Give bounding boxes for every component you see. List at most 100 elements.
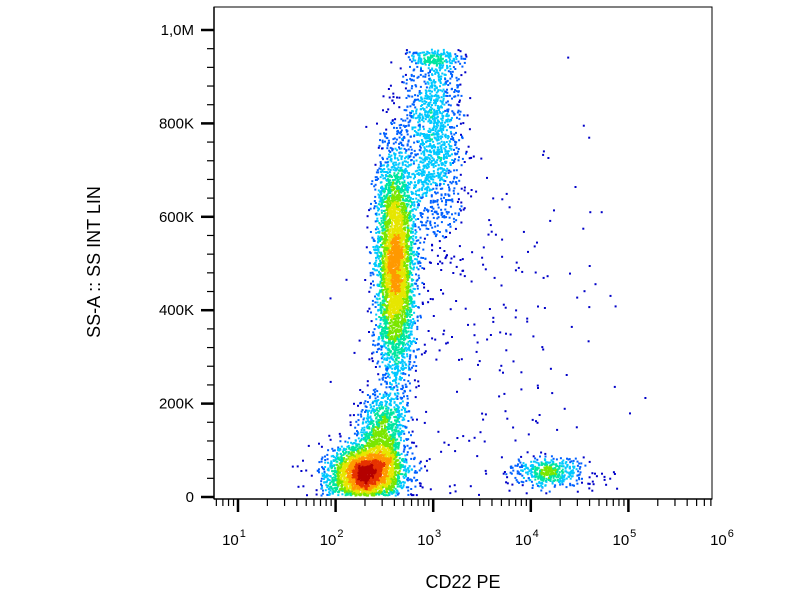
event-dot (375, 454, 378, 457)
event-dot (397, 408, 400, 411)
event-dot (386, 471, 389, 474)
event-dot (416, 260, 419, 263)
event-dot (333, 464, 336, 467)
event-dot (397, 459, 400, 462)
event-dot (394, 470, 397, 473)
event-dot (412, 177, 415, 180)
event-dot (394, 334, 397, 337)
event-dot (338, 467, 341, 470)
event-dot (351, 486, 354, 488)
event-dot (407, 486, 410, 489)
event-dot (401, 311, 404, 314)
event-dot (381, 454, 384, 457)
event-dot (328, 479, 331, 482)
event-dot (318, 442, 320, 445)
event-dot (390, 437, 393, 440)
event-dot (378, 402, 381, 405)
event-dot (376, 407, 379, 410)
event-dot (367, 487, 370, 489)
event-dot (404, 383, 407, 386)
event-dot (376, 206, 379, 209)
event-dot (366, 465, 369, 468)
event-dot (379, 161, 382, 164)
event-dot (342, 449, 345, 452)
event-dot (386, 485, 388, 488)
event-dot (412, 213, 415, 216)
event-dot (400, 223, 403, 226)
event-dot (406, 453, 409, 456)
event-dot (374, 413, 377, 416)
event-dot (358, 440, 361, 443)
event-dot (381, 491, 384, 494)
event-dot (337, 466, 340, 469)
event-dot (393, 219, 396, 222)
event-dot (359, 389, 362, 391)
event-dot (393, 423, 396, 426)
event-dot (396, 426, 399, 429)
event-dot (327, 449, 330, 452)
event-dot (407, 467, 410, 470)
event-dot (411, 494, 413, 497)
event-dot (355, 489, 358, 492)
event-dot (397, 452, 400, 454)
event-dot (414, 223, 417, 226)
event-dot (387, 188, 390, 191)
event-dot (378, 451, 381, 454)
event-dot (391, 464, 394, 467)
event-dot (408, 367, 411, 370)
event-dot (396, 342, 399, 345)
event-dot (401, 465, 404, 468)
event-dot (413, 302, 416, 305)
event-dot (413, 243, 416, 245)
event-dot (345, 477, 348, 480)
event-dot (375, 491, 378, 494)
event-dot (372, 400, 375, 403)
event-dot (367, 485, 370, 488)
event-dot (378, 251, 381, 254)
event-dot (378, 493, 380, 496)
event-dot (385, 386, 388, 389)
event-dot (376, 471, 379, 474)
event-dot (348, 490, 351, 493)
event-dot (350, 475, 353, 478)
event-dot (380, 455, 383, 458)
event-dot (389, 475, 392, 478)
event-dot (388, 416, 391, 419)
event-dot (365, 434, 368, 437)
event-dot (330, 480, 333, 483)
event-dot (406, 348, 409, 351)
event-dot (393, 401, 396, 404)
event-dot (377, 468, 380, 471)
event-dot (378, 462, 381, 464)
event-dot (400, 156, 403, 159)
event-dot (403, 191, 406, 194)
event-dot (355, 453, 358, 456)
event-dot (398, 469, 401, 472)
event-dot (360, 444, 363, 446)
event-dot (411, 246, 414, 249)
event-dot (377, 428, 379, 431)
event-dot (389, 435, 392, 438)
event-dot (373, 467, 376, 470)
event-dot (389, 463, 392, 466)
event-dot (336, 469, 339, 472)
event-dot (388, 339, 391, 342)
event-dot (414, 186, 417, 189)
event-dot (408, 257, 411, 260)
event-dot (397, 492, 400, 495)
event-dot (369, 450, 371, 452)
event-dot (383, 473, 386, 476)
event-dot (366, 468, 369, 471)
event-dot (380, 438, 383, 441)
event-dot (371, 486, 374, 489)
event-dot (396, 362, 399, 365)
event-dot (394, 393, 397, 396)
event-dot (348, 437, 351, 440)
event-dot (389, 450, 392, 453)
event-dot (386, 467, 389, 470)
event-dot (362, 446, 365, 449)
event-dot (384, 227, 387, 230)
event-dot (381, 221, 384, 224)
event-dot (356, 461, 359, 464)
event-dot (398, 342, 401, 345)
